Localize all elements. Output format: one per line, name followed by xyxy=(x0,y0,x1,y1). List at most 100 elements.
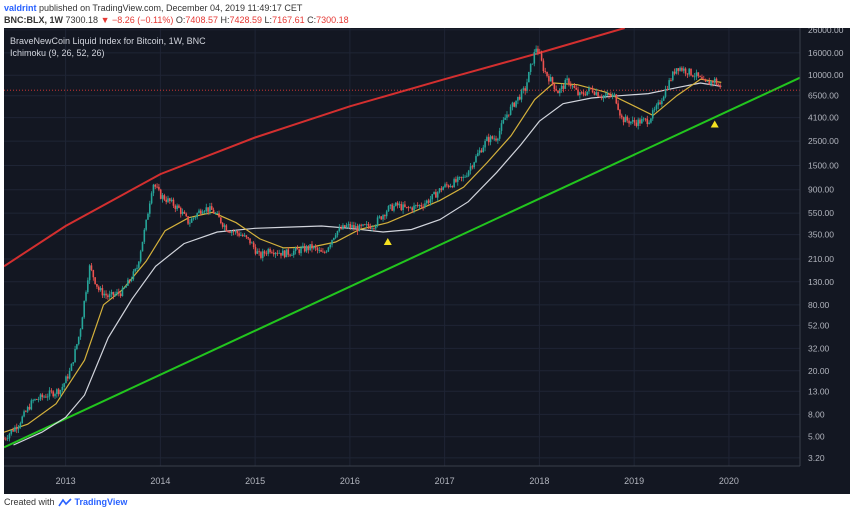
candle-body xyxy=(473,162,475,168)
candle-body xyxy=(52,391,55,397)
candle-body xyxy=(644,118,647,120)
candle-body xyxy=(710,81,712,85)
candle-body xyxy=(141,241,144,252)
candle-body xyxy=(635,122,638,126)
candle-body xyxy=(360,224,362,226)
price-scale[interactable] xyxy=(800,28,850,494)
candle-body xyxy=(48,390,51,397)
candle-body xyxy=(174,205,177,209)
candle-body xyxy=(57,389,60,395)
candle-body xyxy=(218,213,220,218)
candle-body xyxy=(132,271,135,280)
y-tick-label: 32.00 xyxy=(808,343,830,353)
x-tick-label: 2016 xyxy=(340,476,360,486)
candle-body xyxy=(252,242,255,248)
candle-body xyxy=(672,71,674,81)
author-link[interactable]: valdrint xyxy=(4,3,37,13)
candle-body xyxy=(704,79,707,82)
candle-body xyxy=(690,68,692,76)
candle-body xyxy=(307,246,310,250)
candle-body xyxy=(526,82,528,91)
candle-body xyxy=(68,371,71,379)
candle-body xyxy=(367,223,370,227)
candle-body xyxy=(148,203,151,214)
candle-body xyxy=(19,423,22,427)
y-tick-label: 10000.00 xyxy=(808,70,844,80)
y-tick-label: 210.00 xyxy=(808,254,834,264)
price-chart[interactable]: 7300.18 3.205.008.0013.0020.0032.0052.00… xyxy=(3,25,850,494)
candle-body xyxy=(568,78,570,85)
candle-body xyxy=(642,118,645,120)
y-tick-label: 3.20 xyxy=(808,453,825,463)
candle-body xyxy=(537,48,539,53)
candle-body xyxy=(507,114,510,116)
ichimoku-slow-line xyxy=(13,82,722,446)
candle-body xyxy=(633,120,636,123)
candle-body xyxy=(659,102,661,105)
candle-body xyxy=(354,226,357,229)
y-tick-label: 550.00 xyxy=(808,208,834,218)
candle-body xyxy=(431,194,434,200)
candle-body xyxy=(376,217,379,226)
candle-body xyxy=(391,204,393,211)
candle-body xyxy=(43,396,45,398)
candle-body xyxy=(147,213,149,220)
candle-body xyxy=(593,92,596,95)
candle-body xyxy=(190,218,193,223)
candle-body xyxy=(449,186,452,188)
candle-body xyxy=(498,130,501,139)
candle-body xyxy=(604,95,607,97)
candle-body xyxy=(673,71,676,74)
candle-body xyxy=(692,75,694,77)
tradingview-link[interactable]: TradingView xyxy=(74,497,128,507)
y-tick-label: 1500.00 xyxy=(808,160,839,170)
candle-body xyxy=(158,186,160,190)
candle-body xyxy=(436,192,439,198)
candle-body xyxy=(407,207,410,208)
candle-body xyxy=(258,251,260,253)
candle-body xyxy=(688,68,691,75)
candle-body xyxy=(223,225,226,227)
candle-body xyxy=(518,96,521,100)
candle-body xyxy=(599,96,601,98)
candle-body xyxy=(285,249,288,258)
candle-body xyxy=(15,427,18,430)
candle-body xyxy=(276,252,279,254)
candle-body xyxy=(511,102,514,107)
candle-body xyxy=(493,138,496,140)
y-tick-label: 350.00 xyxy=(808,230,834,240)
candle-body xyxy=(261,251,264,258)
candle-body xyxy=(548,75,550,82)
candle-body xyxy=(114,293,116,296)
y-tick-label: 8.00 xyxy=(808,409,825,419)
candle-body xyxy=(385,211,388,217)
candle-body xyxy=(524,88,526,91)
candle-body xyxy=(706,81,709,82)
candle-body xyxy=(646,118,649,125)
candle-body xyxy=(256,251,259,254)
candle-body xyxy=(495,138,497,141)
candle-body xyxy=(298,249,301,254)
x-tick-label: 2019 xyxy=(624,476,644,486)
last-price: 7300.18 xyxy=(65,15,99,25)
candle-body xyxy=(697,72,700,77)
red-resistance-curve xyxy=(3,27,625,268)
price-change: −8.26 (−0.11%) xyxy=(112,15,174,25)
candle-body xyxy=(651,110,654,119)
candle-body xyxy=(12,430,14,432)
candle-body xyxy=(482,147,485,153)
candle-body xyxy=(205,207,208,212)
candle-body xyxy=(172,199,175,206)
candle-body xyxy=(701,76,703,80)
candle-body xyxy=(670,80,672,81)
candle-body xyxy=(506,114,508,118)
candle-body xyxy=(538,52,541,54)
candle-body xyxy=(702,79,705,80)
close-value: 7300.18 xyxy=(316,15,349,25)
candle-body xyxy=(559,89,561,94)
candle-body xyxy=(715,78,718,85)
chart-area[interactable]: 7300.18 3.205.008.0013.0020.0032.0052.00… xyxy=(3,25,850,494)
candle-body xyxy=(325,251,328,253)
y-tick-label: 52.00 xyxy=(808,320,830,330)
candle-body xyxy=(466,175,468,177)
